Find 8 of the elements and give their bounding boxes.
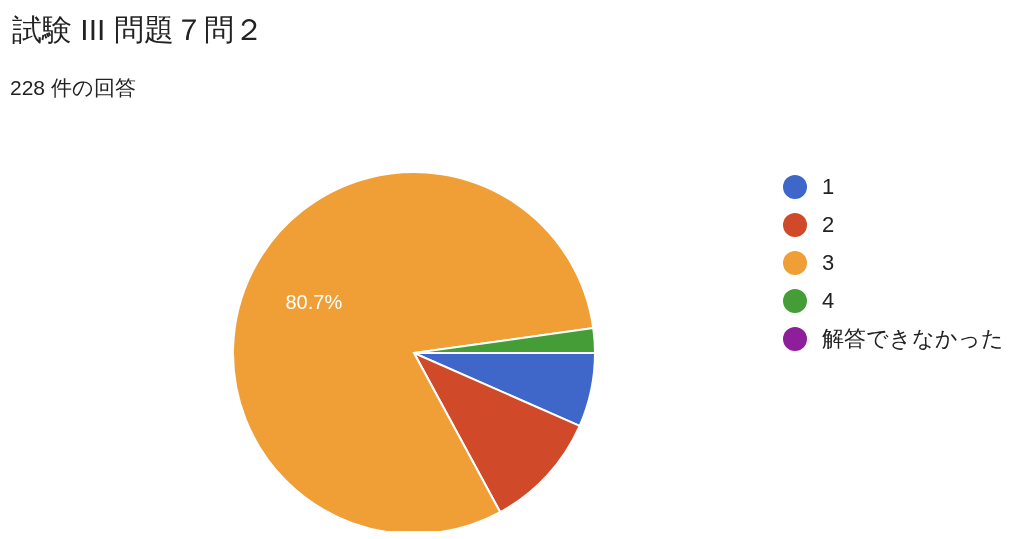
chart-subtitle: 228 件の回答 [10,75,136,101]
chart-title: 試験 III 問題７問２ [12,12,264,48]
legend-label: 4 [822,288,835,314]
legend-label: 1 [822,174,835,200]
legend-label: 3 [822,250,835,276]
legend-label: 解答できなかった [822,325,1004,353]
legend-label: 2 [822,212,835,238]
data-label: 80.7% [285,291,343,314]
